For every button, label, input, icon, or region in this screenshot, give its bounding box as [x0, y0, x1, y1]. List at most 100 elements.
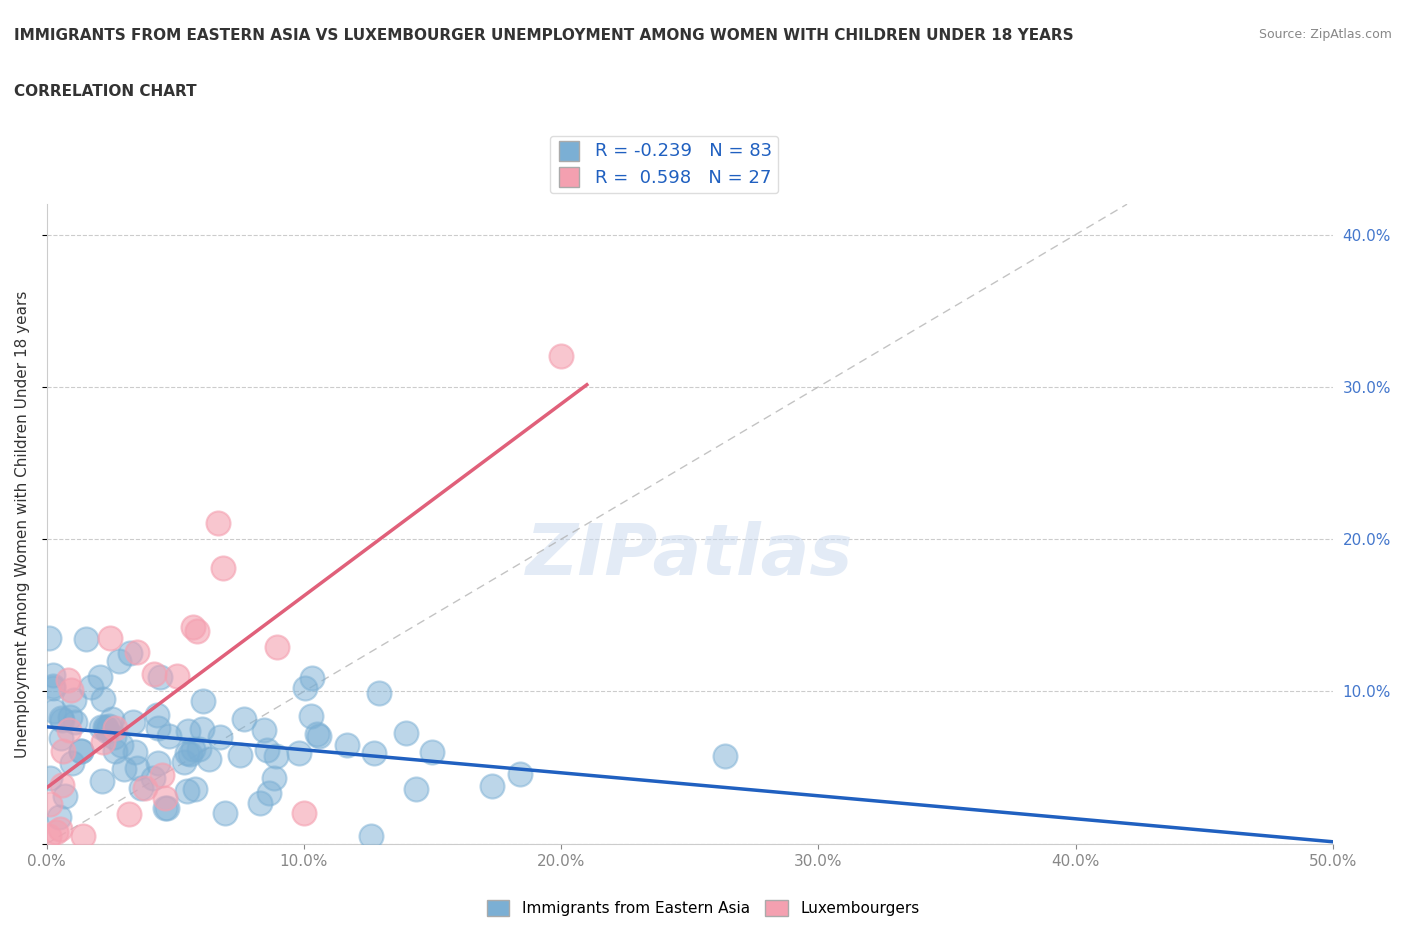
Point [65, 714, 87, 729]
Text: Source: ZipAtlas.com: Source: ZipAtlas.com [1258, 28, 1392, 41]
Point [120, 646, 142, 661]
Point [176, 745, 198, 760]
Point [110, 737, 132, 752]
Point [211, 561, 233, 576]
Point [94, 719, 117, 734]
Point [179, 746, 201, 761]
Point [181, 741, 204, 756]
Point [420, 745, 443, 760]
Point [124, 744, 146, 759]
Point [118, 806, 141, 821]
Point [184, 781, 207, 796]
Y-axis label: Unemployment Among Women with Children Under 18 years: Unemployment Among Women with Children U… [15, 290, 30, 758]
Point [181, 620, 204, 635]
Point [405, 782, 427, 797]
Point [176, 784, 198, 799]
Point [42, 668, 65, 683]
Point [214, 806, 236, 821]
Point [42, 679, 65, 694]
Point [72, 829, 94, 844]
Point [75, 631, 97, 646]
Point [38, 797, 60, 812]
Point [91, 734, 114, 749]
Text: ZIPatlas: ZIPatlas [526, 522, 853, 591]
Point [150, 767, 173, 782]
Point [481, 778, 503, 793]
Point [97, 719, 120, 734]
Point [395, 725, 418, 740]
Point [49, 730, 72, 745]
Point [301, 671, 323, 685]
Point [305, 726, 328, 741]
Point [90, 720, 112, 735]
Point [229, 748, 252, 763]
Point [336, 737, 359, 752]
Point [80, 679, 103, 694]
Text: CORRELATION CHART: CORRELATION CHART [14, 84, 197, 99]
Point [51, 777, 73, 792]
Point [256, 742, 278, 757]
Point [70, 743, 93, 758]
Point [166, 669, 188, 684]
Point [368, 686, 391, 701]
Point [264, 749, 287, 764]
Point [146, 708, 169, 723]
Point [233, 711, 256, 726]
Point [252, 723, 274, 737]
Point [257, 786, 280, 801]
Point [294, 681, 316, 696]
Point [157, 729, 180, 744]
Point [69, 744, 91, 759]
Point [207, 515, 229, 530]
Point [129, 781, 152, 796]
Legend: Immigrants from Eastern Asia, Luxembourgers: Immigrants from Eastern Asia, Luxembourg… [481, 894, 925, 923]
Point [153, 800, 176, 815]
Point [191, 693, 214, 708]
Point [143, 667, 166, 682]
Point [53, 789, 76, 804]
Point [134, 780, 156, 795]
Point [142, 771, 165, 786]
Point [104, 744, 127, 759]
Point [550, 349, 572, 364]
Point [60, 755, 83, 770]
Point [94, 720, 117, 735]
Point [266, 640, 288, 655]
Point [96, 724, 118, 738]
Point [173, 755, 195, 770]
Point [249, 795, 271, 810]
Point [146, 720, 169, 735]
Point [52, 744, 75, 759]
Point [56, 672, 79, 687]
Point [208, 729, 231, 744]
Point [63, 693, 86, 708]
Point [713, 749, 735, 764]
Point [51, 711, 73, 726]
Point [149, 670, 172, 684]
Point [127, 644, 149, 659]
Point [190, 721, 212, 736]
Point [59, 709, 82, 724]
Point [292, 806, 315, 821]
Point [509, 767, 531, 782]
Point [38, 631, 60, 645]
Point [60, 683, 83, 698]
Point [91, 692, 114, 707]
Point [360, 829, 382, 844]
Point [89, 670, 111, 684]
Point [186, 624, 208, 639]
Point [104, 720, 127, 735]
Point [112, 762, 135, 777]
Point [187, 742, 209, 757]
Point [48, 821, 70, 836]
Point [299, 709, 322, 724]
Point [153, 790, 176, 805]
Point [263, 770, 285, 785]
Point [101, 711, 124, 726]
Point [42, 703, 65, 718]
Point [38, 770, 60, 785]
Point [58, 723, 80, 737]
Point [98, 631, 121, 645]
Point [125, 761, 148, 776]
Point [288, 745, 311, 760]
